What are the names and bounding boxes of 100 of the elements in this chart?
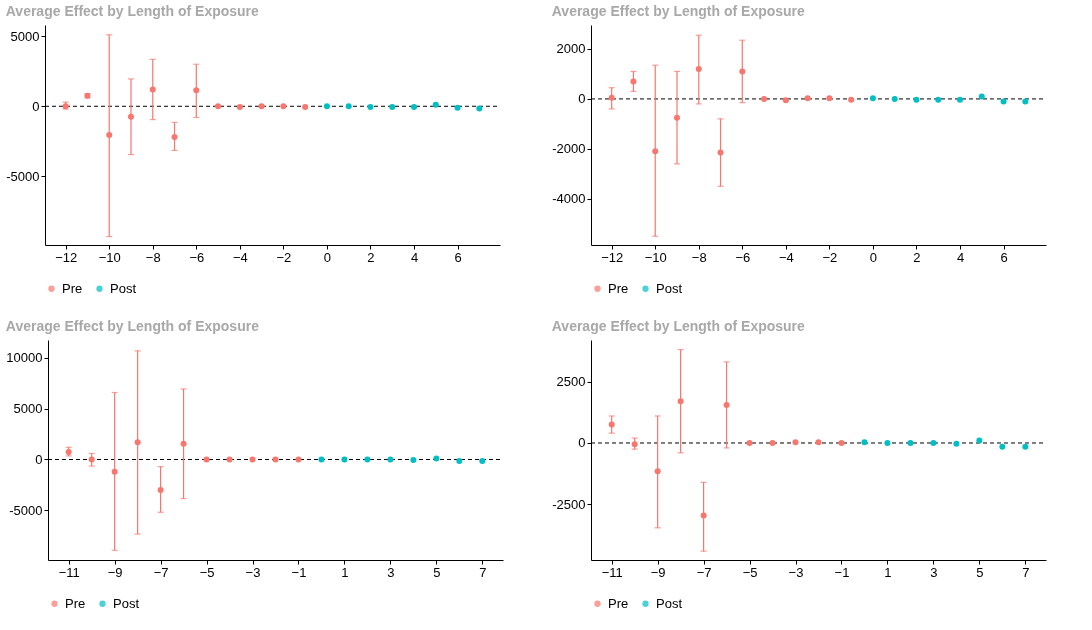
point [180, 440, 187, 447]
point [111, 468, 118, 475]
x-tick-label: 4 [956, 249, 965, 265]
x-tick-label: 7 [479, 564, 487, 580]
point [456, 458, 463, 465]
x-tick-label: 6 [454, 249, 462, 265]
y-tick-label: 10000 [6, 350, 43, 366]
legend-label: Post [656, 595, 683, 611]
x-tick-label: −4 [778, 249, 794, 265]
point [848, 96, 855, 103]
y-tick-label: 0 [578, 435, 586, 451]
x-tick-label: −2 [276, 249, 292, 265]
x-tick-label: −1 [291, 564, 307, 580]
point [249, 456, 256, 463]
point [345, 103, 352, 110]
point [826, 95, 833, 102]
x-tick-label: 6 [1000, 249, 1008, 265]
point [930, 440, 937, 446]
x-tick-label: 5 [976, 564, 984, 580]
x-tick-label: −4 [232, 249, 248, 265]
point [739, 68, 746, 75]
point [861, 439, 868, 446]
point [700, 512, 707, 519]
legend-label: Post [656, 280, 683, 296]
y-tick-label: 0 [35, 451, 43, 467]
point [193, 87, 200, 94]
point [302, 103, 309, 110]
point [171, 134, 178, 141]
point [978, 93, 985, 100]
chart-title: Average Effect by Length of Exposure [551, 318, 806, 334]
point [717, 149, 724, 156]
point [999, 443, 1006, 450]
point [389, 103, 396, 110]
legend-label: Post [110, 280, 137, 296]
x-tick-label: −8 [691, 249, 707, 265]
x-tick-label: −5 [199, 564, 215, 580]
x-tick-label: −12 [601, 249, 624, 265]
point [323, 103, 330, 110]
y-tick-label: -5000 [9, 502, 43, 518]
point [723, 401, 730, 408]
point [695, 65, 702, 72]
x-tick-label: 0 [323, 249, 332, 265]
point [226, 456, 233, 463]
point [976, 437, 983, 444]
x-tick-label: 4 [410, 249, 419, 265]
point [673, 114, 680, 121]
point [387, 456, 394, 463]
x-tick-label: −7 [696, 564, 712, 580]
x-tick-label: −5 [742, 564, 758, 580]
x-tick-label: −6 [189, 249, 205, 265]
x-tick-label: −9 [650, 564, 666, 580]
point [1022, 98, 1029, 105]
x-tick-label: −8 [145, 249, 161, 265]
point [652, 148, 659, 155]
point [957, 96, 964, 103]
point [106, 132, 113, 138]
y-tick-label: -2500 [552, 496, 586, 512]
point [432, 101, 439, 108]
legend-label: Pre [608, 595, 629, 611]
point [203, 456, 210, 463]
point [782, 97, 789, 104]
point [935, 96, 942, 103]
point [884, 440, 891, 446]
point [454, 104, 461, 111]
point [367, 103, 374, 110]
point [280, 103, 287, 110]
point [479, 458, 486, 465]
x-tick-label: 2 [367, 249, 375, 265]
point [1022, 443, 1029, 450]
point [134, 439, 141, 446]
point [364, 456, 371, 463]
x-tick-label: 3 [387, 564, 395, 580]
y-tick-label: -4000 [552, 191, 586, 207]
x-tick-label: −2 [822, 249, 838, 265]
point [677, 398, 684, 405]
x-tick-label: 7 [1022, 564, 1030, 580]
point [815, 439, 822, 446]
point [608, 94, 615, 101]
x-tick-label: −3 [788, 564, 804, 580]
point [838, 440, 845, 446]
point [630, 78, 637, 85]
chart-title: Average Effect by Length of Exposure [5, 3, 260, 19]
x-tick-label: −11 [58, 564, 80, 580]
y-tick-label: 0 [32, 98, 40, 114]
x-tick-label: 5 [433, 564, 441, 580]
point [631, 441, 638, 448]
point [913, 96, 920, 103]
point [654, 468, 661, 475]
point [88, 456, 95, 463]
x-tick-label: 1 [884, 564, 892, 580]
y-tick-label: 0 [578, 91, 586, 107]
point [215, 103, 222, 110]
y-tick-label: -5000 [6, 168, 40, 184]
point [127, 113, 134, 120]
point [891, 95, 898, 102]
x-tick-label: −1 [834, 564, 850, 580]
x-tick-label: 0 [869, 249, 878, 265]
chart-title: Average Effect by Length of Exposure [5, 318, 260, 334]
point [804, 95, 811, 102]
point [341, 456, 348, 463]
